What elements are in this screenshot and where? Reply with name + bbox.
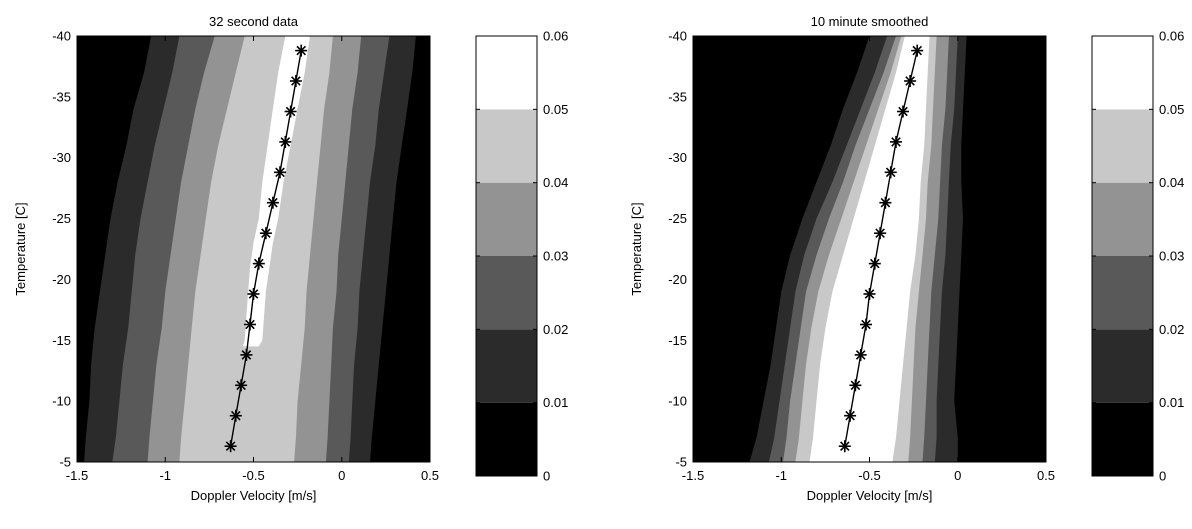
colorbar-swatch bbox=[1092, 36, 1153, 110]
y-tick-label: -5 bbox=[59, 455, 71, 470]
asterisk-marker bbox=[259, 227, 272, 240]
colorbar-swatch bbox=[1092, 109, 1153, 183]
asterisk-marker bbox=[890, 135, 902, 148]
colorbar-tick-label: 0.06 bbox=[1159, 29, 1184, 44]
chart-panel-right: -1.5 -1 -0.5 0 0.5 -40 -35 -30 -25 -20 -15 -10 -5 10 … bbox=[629, 14, 1184, 503]
x-tick-label: -1 bbox=[775, 468, 787, 483]
y-axis-label: Temperature [C] bbox=[13, 202, 28, 295]
y-tick-label: -15 bbox=[668, 333, 687, 348]
asterisk-marker bbox=[295, 44, 308, 57]
colorbar-swatch bbox=[1092, 256, 1153, 330]
colorbar-swatch bbox=[476, 182, 537, 256]
colorbar-tick-label: 0.03 bbox=[543, 249, 568, 264]
mode-velocity-line bbox=[229, 50, 302, 447]
colorbar-swatch bbox=[476, 402, 537, 476]
asterisk-marker bbox=[897, 105, 909, 118]
y-tick-label: -10 bbox=[668, 394, 687, 409]
y-tick-label: -5 bbox=[675, 455, 687, 470]
chart-panel-left: -1.5 -1 -0.5 0 0.5 -40 -35 -30 -25 -20 -15 -10 -5 32 … bbox=[13, 14, 568, 503]
asterisk-marker bbox=[244, 318, 256, 331]
colorbar-swatch bbox=[1092, 182, 1153, 256]
colorbar-tick-label: 0.06 bbox=[543, 29, 568, 44]
asterisk-marker bbox=[284, 105, 297, 118]
colorbar-tick-label: 0.04 bbox=[543, 175, 568, 190]
x-tick-label: -1.5 bbox=[66, 468, 88, 483]
y-tick-label: -35 bbox=[52, 89, 71, 104]
x-axis-label: Doppler Velocity [m/s] bbox=[807, 488, 933, 503]
asterisk-marker bbox=[911, 44, 924, 57]
asterisk-marker bbox=[868, 257, 881, 270]
colorbar-tick-label: 0.01 bbox=[1159, 395, 1184, 410]
asterisk-marker bbox=[252, 257, 265, 270]
y-tick-label: -35 bbox=[668, 89, 687, 104]
y-tick-label: -15 bbox=[52, 333, 71, 348]
chart-title: 32 second data bbox=[209, 14, 299, 29]
asterisk-marker bbox=[884, 166, 897, 179]
x-tick-label: -1.5 bbox=[682, 468, 704, 483]
x-axis-label: Doppler Velocity [m/s] bbox=[191, 488, 317, 503]
asterisk-marker bbox=[274, 166, 286, 179]
colorbar-swatch bbox=[476, 256, 537, 330]
x-tick-label: 0 bbox=[338, 468, 345, 483]
x-tick-label: 0.5 bbox=[421, 468, 439, 483]
colorbar: 0 0.01 0.02 0.03 0.04 0.05 0.06 bbox=[475, 29, 568, 484]
asterisk-marker bbox=[838, 440, 851, 453]
y-tick-label: -20 bbox=[668, 272, 687, 287]
asterisk-marker bbox=[247, 288, 260, 300]
x-tick-label: -0.5 bbox=[858, 468, 880, 483]
x-tick-label: 0.5 bbox=[1037, 468, 1055, 483]
colorbar: 0 0.01 0.02 0.03 0.04 0.05 0.06 bbox=[1091, 29, 1184, 484]
asterisk-marker bbox=[279, 135, 292, 148]
y-axis-label: Temperature [C] bbox=[629, 202, 644, 295]
x-tick-label: -0.5 bbox=[242, 468, 264, 483]
mode-velocity-line bbox=[844, 50, 918, 447]
y-tick-label: -20 bbox=[52, 272, 71, 287]
asterisk-marker bbox=[240, 348, 253, 361]
asterisk-marker bbox=[235, 379, 248, 392]
colorbar-tick-label: 0.01 bbox=[543, 395, 568, 410]
asterisk-marker bbox=[874, 227, 887, 240]
asterisk-marker bbox=[289, 75, 302, 87]
chart-title: 10 minute smoothed bbox=[811, 14, 929, 29]
contour-bands bbox=[84, 36, 416, 462]
colorbar-tick-label: 0.02 bbox=[1159, 322, 1184, 337]
colorbar-tick-label: 0.04 bbox=[1159, 175, 1184, 190]
colorbar-tick-label: 0.05 bbox=[543, 102, 568, 117]
colorbar-swatch bbox=[476, 329, 537, 403]
y-tick-label: -30 bbox=[668, 150, 687, 165]
asterisk-marker bbox=[224, 440, 237, 453]
colorbar-swatch bbox=[476, 36, 537, 110]
y-tick-label: -10 bbox=[52, 394, 71, 409]
colorbar-tick-label: 0 bbox=[543, 469, 550, 484]
asterisk-marker bbox=[844, 409, 857, 422]
y-tick-label: -40 bbox=[52, 29, 71, 44]
colorbar-tick-label: 0 bbox=[1159, 469, 1166, 484]
asterisk-marker bbox=[266, 196, 279, 209]
asterisk-marker bbox=[854, 348, 867, 361]
colorbar-tick-label: 0.02 bbox=[543, 322, 568, 337]
colorbar-swatch bbox=[476, 109, 537, 183]
asterisk-marker bbox=[879, 196, 892, 209]
y-tick-label: -30 bbox=[52, 150, 71, 165]
y-tick-label: -25 bbox=[668, 211, 687, 226]
asterisk-marker bbox=[860, 318, 872, 331]
y-tick-label: -40 bbox=[668, 29, 687, 44]
colorbar-swatch bbox=[1092, 329, 1153, 403]
colorbar-tick-label: 0.03 bbox=[1159, 249, 1184, 264]
asterisk-marker bbox=[863, 288, 876, 300]
x-tick-label: -1 bbox=[159, 468, 171, 483]
x-tick-label: 0 bbox=[954, 468, 961, 483]
contour-bands bbox=[749, 36, 967, 462]
colorbar-tick-label: 0.05 bbox=[1159, 102, 1184, 117]
asterisk-marker bbox=[904, 75, 917, 87]
asterisk-marker bbox=[229, 409, 242, 422]
y-tick-label: -25 bbox=[52, 211, 71, 226]
asterisk-marker bbox=[849, 379, 862, 392]
colorbar-swatch bbox=[1092, 402, 1153, 476]
